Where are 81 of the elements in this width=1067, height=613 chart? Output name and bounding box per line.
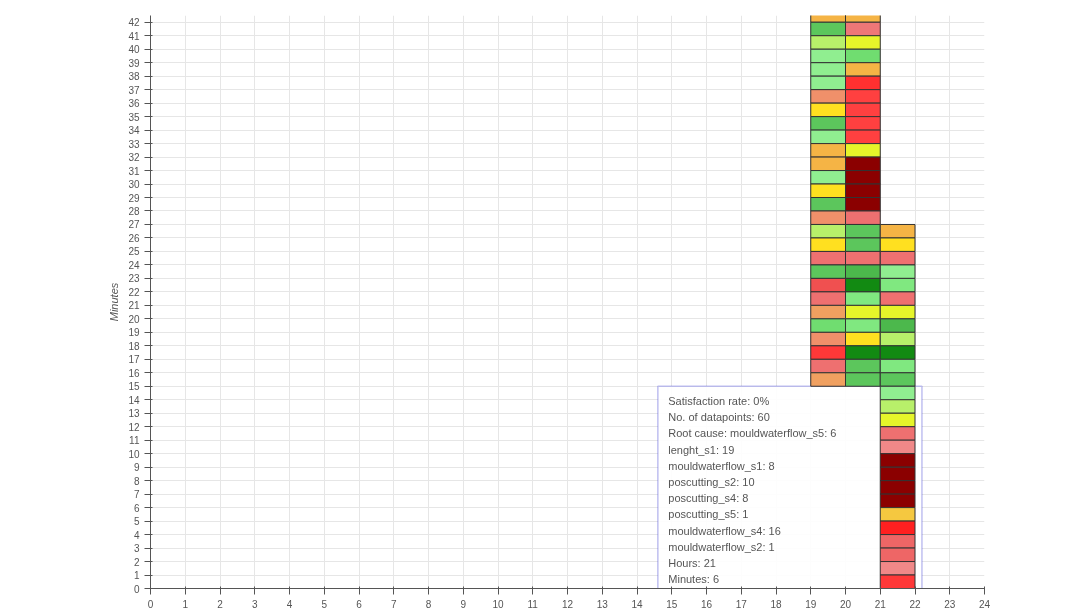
- x-tick-label: 18: [770, 598, 782, 610]
- y-axis-title: Minutes: [108, 282, 121, 322]
- y-tick-label: 40: [128, 44, 140, 56]
- x-tick-label: 16: [700, 598, 713, 610]
- y-tick-label: 17: [128, 354, 140, 366]
- x-tick-label: 10: [492, 598, 504, 610]
- x-tick-label: 20: [839, 598, 852, 610]
- y-tick-label: 23: [128, 273, 140, 285]
- y-tick-label: 19: [128, 327, 140, 339]
- x-tick-label: 12: [561, 598, 574, 610]
- y-tick-label: 5: [133, 516, 140, 528]
- x-tick-label: 1: [182, 598, 189, 610]
- y-tick-label: 31: [128, 165, 140, 177]
- annotation: No. of datapoints: 60: [668, 411, 770, 424]
- y-tick-label: 6: [133, 502, 140, 514]
- annotation: Satisfaction rate: 0%: [668, 395, 770, 408]
- y-tick-label: 35: [128, 111, 140, 123]
- x-tick-label: 5: [321, 598, 328, 610]
- y-tick-label: 2: [133, 556, 140, 568]
- x-tick-label: 8: [425, 598, 432, 610]
- annotation: Hours: 21: [668, 556, 716, 569]
- y-tick-label: 10: [128, 448, 140, 460]
- annotation: poscutting_s4: 8: [668, 492, 749, 505]
- y-tick-label: 34: [128, 125, 140, 137]
- y-tick-label: 32: [128, 152, 140, 164]
- annotation: Root cause: mouldwaterflow_s5: 6: [668, 427, 837, 440]
- y-tick-label: 38: [128, 71, 140, 83]
- x-tick-label: 19: [805, 598, 817, 610]
- y-tick-label: 8: [133, 475, 140, 487]
- x-tick-label: 17: [735, 598, 748, 610]
- x-tick-label: 4: [286, 598, 293, 610]
- x-tick-label: 6: [356, 598, 363, 610]
- y-tick-label: 27: [128, 219, 140, 231]
- y-tick-label: 4: [133, 529, 140, 541]
- y-tick-label: 39: [128, 57, 140, 69]
- x-tick-label: 9: [460, 598, 467, 610]
- annotation: poscutting_s2: 10: [668, 475, 755, 488]
- y-tick-label: 24: [128, 259, 140, 271]
- annotation: poscutting_s5: 1: [668, 508, 749, 521]
- y-tick-label: 13: [128, 408, 140, 420]
- x-tick-label: 2: [217, 598, 224, 610]
- y-tick-label: 9: [133, 462, 140, 474]
- x-tick-label: 0: [147, 598, 154, 610]
- x-tick-label: 3: [251, 598, 258, 610]
- x-tick-label: 23: [944, 598, 956, 610]
- y-tick-label: 29: [128, 192, 140, 204]
- y-tick-label: 14: [128, 394, 140, 406]
- x-tick-label: 13: [596, 598, 609, 610]
- y-tick-label: 20: [128, 313, 140, 325]
- annotation: mouldwaterflow_s1: 8: [668, 459, 775, 472]
- y-tick-label: 28: [128, 205, 140, 217]
- y-tick-label: 15: [128, 381, 140, 393]
- annotation: mouldwaterflow_s2: 1: [668, 540, 775, 553]
- x-tick-label: 15: [666, 598, 678, 610]
- annotation: mouldwaterflow_s4: 16: [668, 524, 781, 537]
- annotation: Minutes: 6: [668, 573, 720, 586]
- y-tick-label: 18: [128, 340, 140, 352]
- y-tick-label: 1: [133, 570, 140, 582]
- annotation: lenght_s1: 19: [668, 443, 735, 456]
- x-tick-label: 14: [631, 598, 643, 610]
- y-tick-label: 41: [128, 30, 140, 42]
- y-tick-label: 33: [128, 138, 140, 150]
- y-tick-label: 26: [128, 232, 140, 244]
- y-tick-label: 25: [128, 246, 140, 258]
- y-tick-label: 11: [129, 435, 140, 447]
- x-tick-label: 22: [909, 598, 921, 610]
- y-tick-label: 12: [128, 421, 140, 433]
- y-tick-label: 0: [133, 583, 140, 595]
- y-tick-label: 16: [128, 367, 140, 379]
- x-tick-label: 7: [390, 598, 397, 610]
- y-tick-label: 42: [128, 17, 140, 29]
- x-tick-label: 11: [527, 598, 539, 610]
- y-tick-label: 21: [128, 300, 140, 312]
- y-tick-label: 7: [133, 489, 140, 501]
- x-tick-label: 24: [978, 598, 991, 610]
- y-tick-label: 3: [133, 543, 140, 555]
- y-tick-label: 22: [128, 286, 140, 298]
- y-tick-label: 36: [128, 98, 140, 110]
- x-tick-label: 21: [874, 598, 887, 610]
- y-tick-label: 30: [128, 179, 140, 191]
- y-tick-label: 37: [128, 84, 140, 96]
